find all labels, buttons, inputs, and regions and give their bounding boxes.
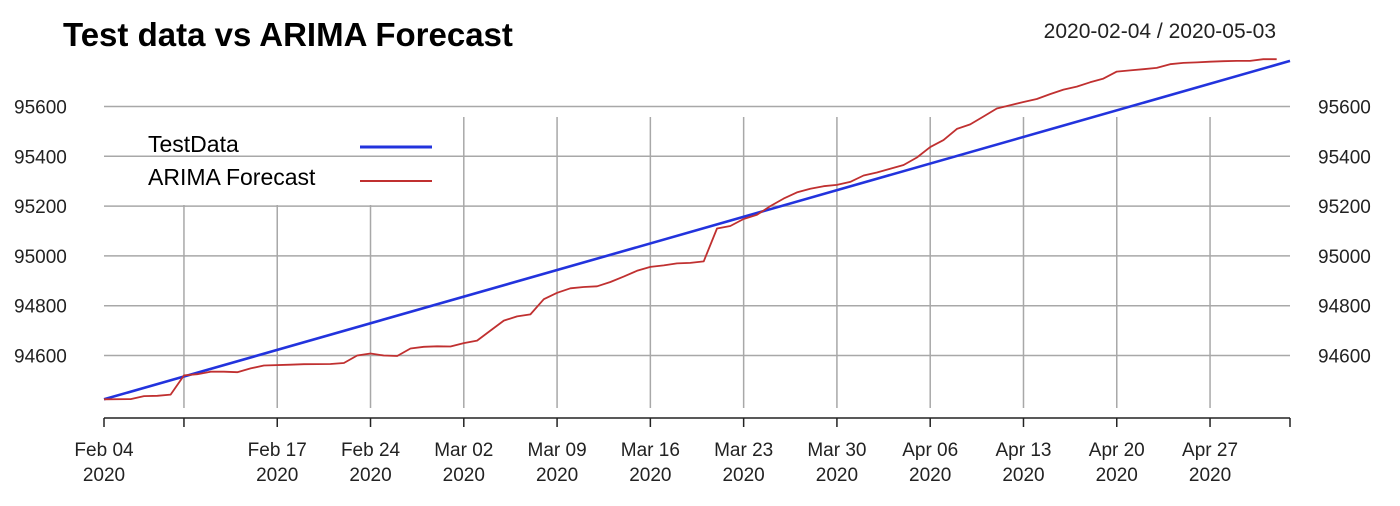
y-tick-label-right: 95600 <box>1318 98 1371 119</box>
series-line-arima-forecast <box>103 58 1277 401</box>
y-tick-label-left: 95400 <box>14 147 67 168</box>
x-tick-label: Apr 20 <box>1089 440 1145 461</box>
x-tick-label-year: 2020 <box>1096 465 1138 486</box>
date-range-label: 2020-02-04 / 2020-05-03 <box>1044 20 1276 43</box>
x-tick-label-year: 2020 <box>349 465 391 486</box>
x-tick-label: Mar 16 <box>621 440 680 461</box>
x-tick-label-year: 2020 <box>256 465 298 486</box>
x-tick-label-year: 2020 <box>1189 465 1231 486</box>
series-line-testdata <box>103 59 1291 401</box>
x-tick-label: Mar 30 <box>807 440 866 461</box>
x-tick-label: Apr 13 <box>995 440 1051 461</box>
y-tick-label-right: 95400 <box>1318 147 1371 168</box>
y-tick-label-left: 95600 <box>14 98 67 119</box>
y-tick-label-right: 94800 <box>1318 297 1371 318</box>
x-tick-label: Apr 06 <box>902 440 958 461</box>
x-tick-label-year: 2020 <box>83 465 125 486</box>
x-tick-label: Apr 27 <box>1182 440 1238 461</box>
y-axis-right: 94600 94800 95000 95200 95400 95600 <box>1318 98 1371 368</box>
x-tick-label-year: 2020 <box>816 465 858 486</box>
y-tick-label-right: 95000 <box>1318 247 1371 268</box>
grid <box>104 105 1290 408</box>
x-axis: Feb 04 2020 Feb 17 2020 Feb 24 2020 Mar 02 2020… <box>74 417 1291 486</box>
y-axis-left: 94600 94800 95000 95200 95400 95600 <box>14 98 67 368</box>
x-tick-label-year: 2020 <box>1002 465 1044 486</box>
chart-title: Test data vs ARIMA Forecast <box>63 16 513 53</box>
y-tick-label-left: 94800 <box>14 297 67 318</box>
x-tick-label: Mar 09 <box>528 440 587 461</box>
x-tick-label: Feb 24 <box>341 440 401 461</box>
x-tick-label-year: 2020 <box>909 465 951 486</box>
series <box>103 58 1291 401</box>
y-tick-label-left: 94600 <box>14 347 67 368</box>
y-tick-label-left: 95000 <box>14 247 67 268</box>
y-tick-label-right: 94600 <box>1318 347 1371 368</box>
x-tick-label: Mar 23 <box>714 440 773 461</box>
legend-label: ARIMA Forecast <box>148 164 316 190</box>
legend-label: TestData <box>148 131 239 157</box>
x-tick-label: Feb 04 <box>74 440 134 461</box>
x-tick-label-year: 2020 <box>536 465 578 486</box>
x-tick-label-year: 2020 <box>722 465 764 486</box>
x-tick-label: Mar 02 <box>434 440 493 461</box>
x-tick-label: Feb 17 <box>248 440 307 461</box>
legend: TestData ARIMA Forecast <box>148 131 432 190</box>
y-tick-label-left: 95200 <box>14 197 67 218</box>
x-tick-label-year: 2020 <box>629 465 671 486</box>
x-tick-label-year: 2020 <box>443 465 485 486</box>
y-tick-label-right: 95200 <box>1318 197 1371 218</box>
